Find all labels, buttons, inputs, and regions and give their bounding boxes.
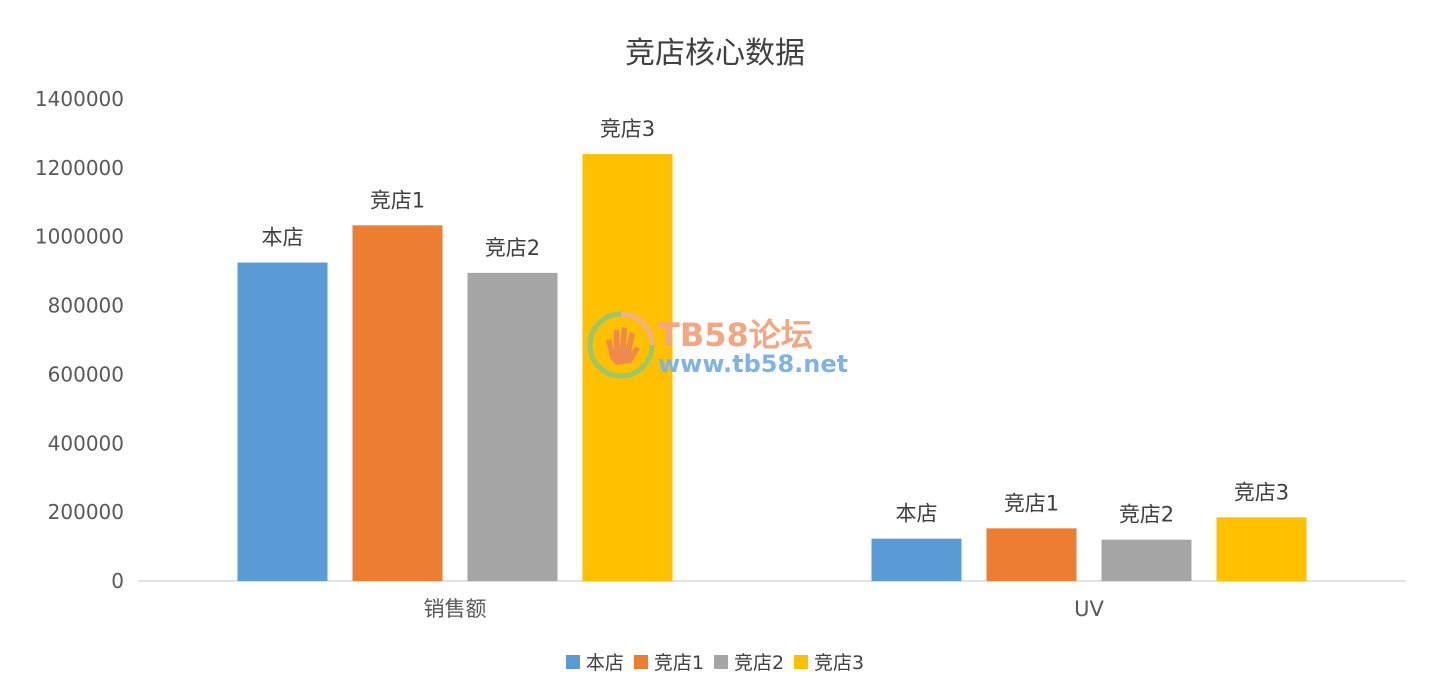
y-tick-label: 400000 (48, 431, 124, 455)
y-tick-label: 0 (111, 569, 124, 593)
legend-item: 竞店1 (633, 648, 704, 675)
bar-data-label: 竞店1 (1004, 491, 1059, 515)
legend-swatch (794, 654, 809, 669)
legend-swatch (565, 654, 580, 669)
x-tick-label: 销售额 (424, 597, 487, 621)
legend-item: 竞店3 (794, 648, 864, 675)
bar-本店-销售额 (237, 262, 328, 581)
y-tick-label: 200000 (48, 500, 124, 524)
bar-data-label: 本店 (262, 226, 304, 250)
bar-竞店2-销售额 (467, 272, 558, 581)
legend: 本店 竞店1 竞店2 竞店3 (0, 648, 1430, 675)
y-tick-label: 800000 (48, 294, 124, 318)
y-tick-label: 1200000 (35, 156, 124, 180)
bar-本店-UV (871, 538, 962, 581)
legend-swatch (713, 654, 728, 669)
y-axis: 0 200000 400000 600000 800000 1000000 1200000 1… (35, 87, 1406, 593)
bar-竞店1-UV (986, 528, 1077, 581)
bar-竞店3-UV (1216, 517, 1307, 581)
bar-data-label: 本店 (896, 502, 938, 526)
watermark-line1: TB58论坛 (658, 316, 813, 354)
watermark: TB58论坛 www.tb58.net (586, 310, 856, 380)
legend-item: 本店 (565, 648, 624, 675)
y-tick-label: 1400000 (35, 87, 124, 111)
bar-data-label: 竞店1 (370, 188, 425, 212)
bar-data-label: 竞店2 (485, 236, 540, 260)
legend-label: 竞店2 (733, 652, 785, 674)
x-axis: 销售额 UV (424, 597, 1105, 621)
bars (237, 154, 1307, 582)
y-tick-label: 600000 (48, 362, 124, 386)
x-tick-label: UV (1074, 597, 1104, 621)
legend-label: 竞店3 (814, 652, 865, 674)
bar-data-label: 竞店3 (600, 117, 655, 141)
legend-item: 竞店2 (713, 648, 785, 675)
legend-label: 本店 (585, 652, 624, 674)
bar-竞店2-UV (1101, 539, 1192, 581)
watermark-line2: www.tb58.net (658, 350, 849, 378)
legend-label: 竞店1 (653, 652, 704, 674)
legend-swatch (633, 654, 648, 669)
bar-data-label: 竞店2 (1119, 503, 1174, 527)
y-tick-label: 1000000 (35, 225, 124, 249)
hand-logo-icon (587, 311, 655, 379)
bar-data-label: 竞店3 (1234, 480, 1289, 504)
chart-title: 竞店核心数据 (625, 36, 805, 71)
bar-竞店1-销售额 (352, 225, 443, 582)
